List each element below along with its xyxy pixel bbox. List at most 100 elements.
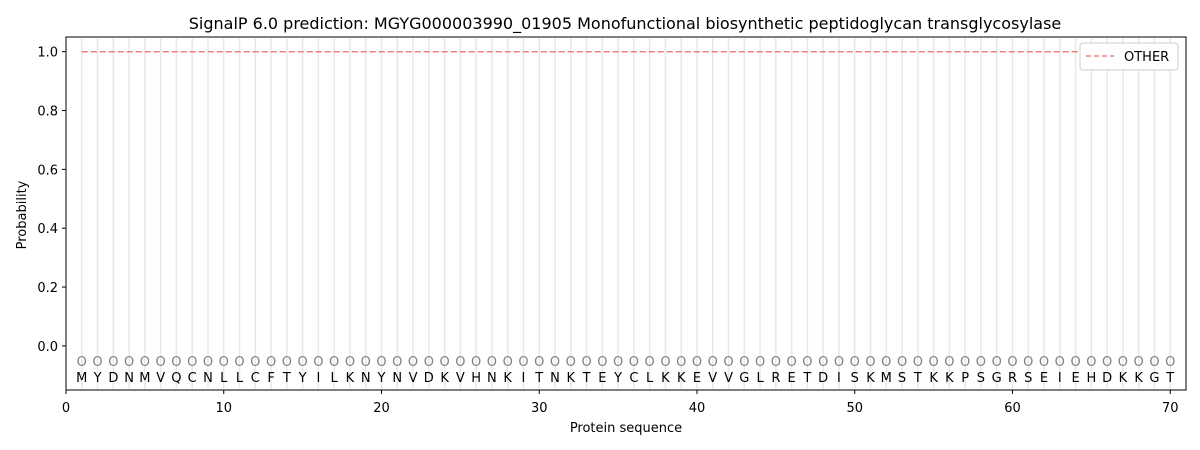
residue-label: S: [977, 371, 985, 386]
predicted-label: O: [313, 355, 323, 370]
residue-label: N: [124, 371, 134, 386]
residue-label: H: [1086, 371, 1096, 386]
residue-label: D: [424, 371, 434, 386]
predicted-label: O: [834, 355, 844, 370]
predicted-label: O: [282, 355, 292, 370]
predicted-label: O: [1023, 355, 1033, 370]
residue-label: K: [866, 371, 875, 386]
predicted-label: O: [219, 355, 229, 370]
chart-title: SignalP 6.0 prediction: MGYG000003990_01…: [189, 14, 1062, 34]
residue-label: T: [582, 371, 591, 386]
predicted-label: O: [376, 355, 386, 370]
predicted-label: O: [597, 355, 607, 370]
plot-frame: [65, 36, 1187, 391]
residue-label: R: [1008, 371, 1017, 386]
predicted-label: O: [1055, 355, 1065, 370]
predicted-label: O: [203, 355, 213, 370]
residue-label: K: [567, 371, 576, 386]
residue-label: E: [693, 371, 701, 386]
residue-label: N: [487, 371, 497, 386]
predicted-label: O: [108, 355, 118, 370]
predicted-label: O: [645, 355, 655, 370]
residue-label: P: [961, 371, 969, 386]
residue-label: N: [203, 371, 213, 386]
y-tick-label: 0.8: [37, 105, 58, 120]
predicted-label: O: [802, 355, 812, 370]
predicted-label: O: [534, 355, 544, 370]
legend: OTHER: [1079, 42, 1179, 71]
predicted-label: O: [1134, 355, 1144, 370]
predicted-label: O: [692, 355, 702, 370]
predicted-label: O: [424, 355, 434, 370]
residue-label: I: [316, 371, 320, 386]
residue-label: D: [1102, 371, 1112, 386]
x-axis-ticks: 0 10 20 30 40 50 60 70: [62, 390, 1179, 416]
predicted-label: O: [976, 355, 986, 370]
residue-label: T: [802, 371, 811, 386]
predicted-label: O: [92, 355, 102, 370]
residue-label: Y: [377, 371, 386, 386]
residue-label: V: [156, 371, 165, 386]
predicted-label: O: [1118, 355, 1128, 370]
predicted-label: O: [960, 355, 970, 370]
residue-label: Y: [298, 371, 307, 386]
residue-label: K: [346, 371, 355, 386]
residue-label: S: [1024, 371, 1032, 386]
predicted-label: O: [818, 355, 828, 370]
predicted-label: O: [708, 355, 718, 370]
predicted-label: O: [518, 355, 528, 370]
predicted-label: O: [361, 355, 371, 370]
residue-label: I: [1058, 371, 1062, 386]
residue-label: K: [440, 371, 449, 386]
predicted-label: O: [913, 355, 923, 370]
predicted-label: O: [581, 355, 591, 370]
y-tick-label: 0.0: [37, 340, 58, 355]
predicted-label: O: [234, 355, 244, 370]
predicted-label: O: [345, 355, 355, 370]
predicted-label: O: [392, 355, 402, 370]
predicted-label: O: [77, 355, 87, 370]
residue-label: L: [236, 371, 244, 386]
residue-label: K: [1134, 371, 1143, 386]
residue-label: M: [139, 371, 150, 386]
predicted-label: O: [439, 355, 449, 370]
predicted-label: O: [1149, 355, 1159, 370]
residue-label: Q: [171, 371, 181, 386]
residue-label: L: [756, 371, 764, 386]
y-tick-label: 0.6: [37, 163, 58, 178]
residue-label: E: [1071, 371, 1079, 386]
predicted-label: O: [739, 355, 749, 370]
predicted-label: O: [471, 355, 481, 370]
x-tick-label: 50: [846, 401, 863, 416]
residue-label: S: [851, 371, 859, 386]
predicted-label: O: [629, 355, 639, 370]
legend-frame: [1079, 42, 1179, 71]
residue-label: N: [550, 371, 560, 386]
residue-label: K: [945, 371, 954, 386]
x-tick-label: 70: [1162, 401, 1179, 416]
residue-label: C: [251, 371, 260, 386]
residue-label: E: [598, 371, 606, 386]
residue-label: T: [282, 371, 291, 386]
predicted-label: O: [298, 355, 308, 370]
predicted-label: O: [156, 355, 166, 370]
residue-label: M: [76, 371, 87, 386]
residue-label: E: [1040, 371, 1048, 386]
predicted-label: O: [771, 355, 781, 370]
residue-label: T: [534, 371, 543, 386]
predicted-label: O: [1070, 355, 1080, 370]
predicted-label: O: [187, 355, 197, 370]
residue-label: Y: [613, 371, 622, 386]
residue-label: L: [220, 371, 228, 386]
predicted-label: O: [944, 355, 954, 370]
residue-label: T: [913, 371, 922, 386]
y-tick-label: 0.4: [37, 222, 58, 237]
residue-label: C: [188, 371, 197, 386]
residue-label: V: [409, 371, 418, 386]
residue-label: K: [929, 371, 938, 386]
predicted-label: O: [755, 355, 765, 370]
predicted-label: O: [660, 355, 670, 370]
residue-label: V: [456, 371, 465, 386]
x-tick-label: 30: [531, 401, 548, 416]
predicted-label: O: [865, 355, 875, 370]
